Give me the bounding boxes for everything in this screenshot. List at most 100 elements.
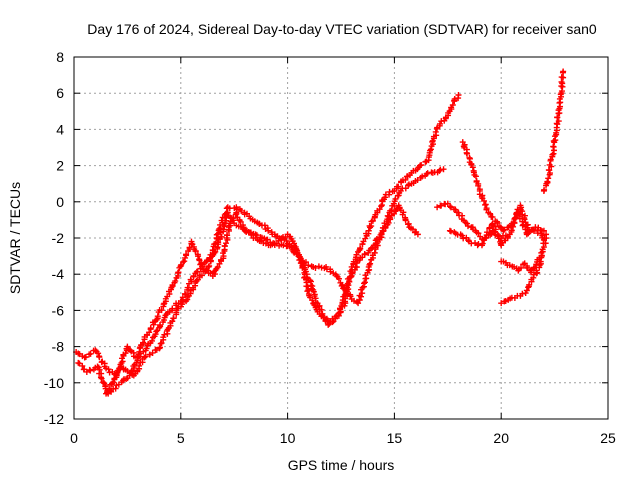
- trace-marker: [295, 251, 302, 258]
- trace-marker: [361, 280, 368, 287]
- data-point: [549, 151, 556, 158]
- trace-marker: [436, 167, 443, 174]
- data-point: [378, 231, 385, 238]
- trace-marker: [154, 313, 161, 320]
- data-point: [325, 321, 332, 328]
- trace-marker: [382, 223, 389, 230]
- data-point: [141, 354, 148, 361]
- trace-marker: [469, 164, 476, 171]
- trace-marker: [95, 350, 102, 357]
- trace-marker: [526, 281, 533, 288]
- y-tick-label: -4: [52, 266, 65, 282]
- trace-marker: [558, 74, 565, 81]
- trace-marker: [245, 229, 252, 236]
- trace-marker: [546, 161, 553, 168]
- trace-marker: [140, 339, 147, 346]
- trace-marker: [87, 367, 94, 374]
- trace-marker: [180, 259, 187, 266]
- trace-marker: [465, 237, 472, 244]
- trace-marker: [161, 331, 168, 338]
- data-point: [224, 209, 231, 216]
- data-point: [419, 173, 426, 180]
- trace-marker: [479, 240, 486, 247]
- data-point: [504, 235, 511, 241]
- data-points: [73, 68, 567, 397]
- y-tick-label: -2: [52, 230, 65, 246]
- series-track-6: [446, 220, 511, 249]
- trace-marker: [233, 210, 240, 217]
- trace-marker: [447, 228, 454, 235]
- trace-marker: [464, 150, 471, 157]
- trace-marker: [512, 215, 519, 222]
- series-track-3: [103, 166, 447, 397]
- trace-marker: [222, 240, 229, 247]
- trace-marker: [237, 218, 244, 225]
- trace-marker: [114, 369, 121, 376]
- trace-marker: [402, 217, 409, 224]
- data-point: [530, 274, 537, 281]
- chart-title: Day 176 of 2024, Sidereal Day-to-day VTE…: [87, 21, 597, 37]
- series-track-7: [498, 253, 545, 276]
- trace-marker: [510, 219, 517, 226]
- trace-marker: [181, 258, 188, 265]
- trace-marker: [482, 201, 489, 208]
- trace-marker: [554, 114, 561, 121]
- data-point: [545, 175, 552, 182]
- data-point: [560, 68, 567, 75]
- trace-marker: [318, 306, 325, 313]
- data-point: [440, 166, 447, 173]
- y-tick-label: -8: [52, 339, 65, 355]
- trace-marker: [363, 275, 370, 282]
- trace-marker: [481, 197, 488, 204]
- trace-marker: [309, 297, 316, 304]
- trace-marker: [218, 233, 225, 240]
- series-track-4: [434, 200, 547, 243]
- trace-marker: [148, 337, 155, 344]
- trace-marker: [214, 264, 221, 271]
- trace-marker: [432, 128, 439, 135]
- trace-marker: [337, 308, 344, 315]
- trace-marker: [98, 375, 105, 382]
- trace-marker: [427, 146, 434, 153]
- trace-marker: [399, 211, 406, 218]
- trace-marker: [447, 204, 454, 211]
- trace-marker: [184, 284, 191, 291]
- trace-marker: [271, 242, 278, 249]
- trace-marker: [555, 118, 562, 125]
- trace-marker: [475, 182, 482, 189]
- y-tick-label: 6: [56, 85, 64, 101]
- trace-marker: [542, 240, 549, 247]
- y-tick-label: 8: [56, 49, 64, 65]
- trace-marker: [87, 350, 94, 357]
- trace-marker: [230, 217, 237, 224]
- x-tick-label: 20: [493, 430, 509, 446]
- trace-marker: [438, 202, 445, 209]
- trace-marker: [369, 217, 376, 224]
- trace-marker: [343, 282, 350, 289]
- trace-marker: [329, 319, 336, 326]
- trace-marker: [157, 344, 164, 351]
- trace-marker: [172, 278, 179, 285]
- axis-ticks: [73, 56, 609, 420]
- trace-marker: [156, 322, 163, 329]
- trace-marker: [533, 267, 540, 274]
- trace-marker: [112, 385, 119, 392]
- trace-marker: [361, 250, 368, 257]
- trace-marker: [534, 230, 541, 237]
- trace-marker: [475, 230, 482, 237]
- trace-marker: [96, 354, 103, 361]
- trace-marker: [79, 362, 86, 369]
- trace-marker: [371, 249, 378, 256]
- trace-marker: [170, 315, 177, 322]
- series-track-1: [73, 92, 462, 379]
- y-tick-label: 0: [56, 194, 64, 210]
- trace-marker: [492, 228, 499, 235]
- trace-marker: [501, 226, 508, 233]
- trace-marker: [495, 235, 502, 242]
- data-point: [540, 227, 547, 234]
- tick-labels: 0 5 10 15 20 25 -12 -10 -8 -6 -4 -2 0 2 4 6 8: [44, 49, 616, 446]
- trace-marker: [106, 385, 113, 392]
- trace-marker: [264, 236, 271, 243]
- trace-marker: [392, 196, 399, 203]
